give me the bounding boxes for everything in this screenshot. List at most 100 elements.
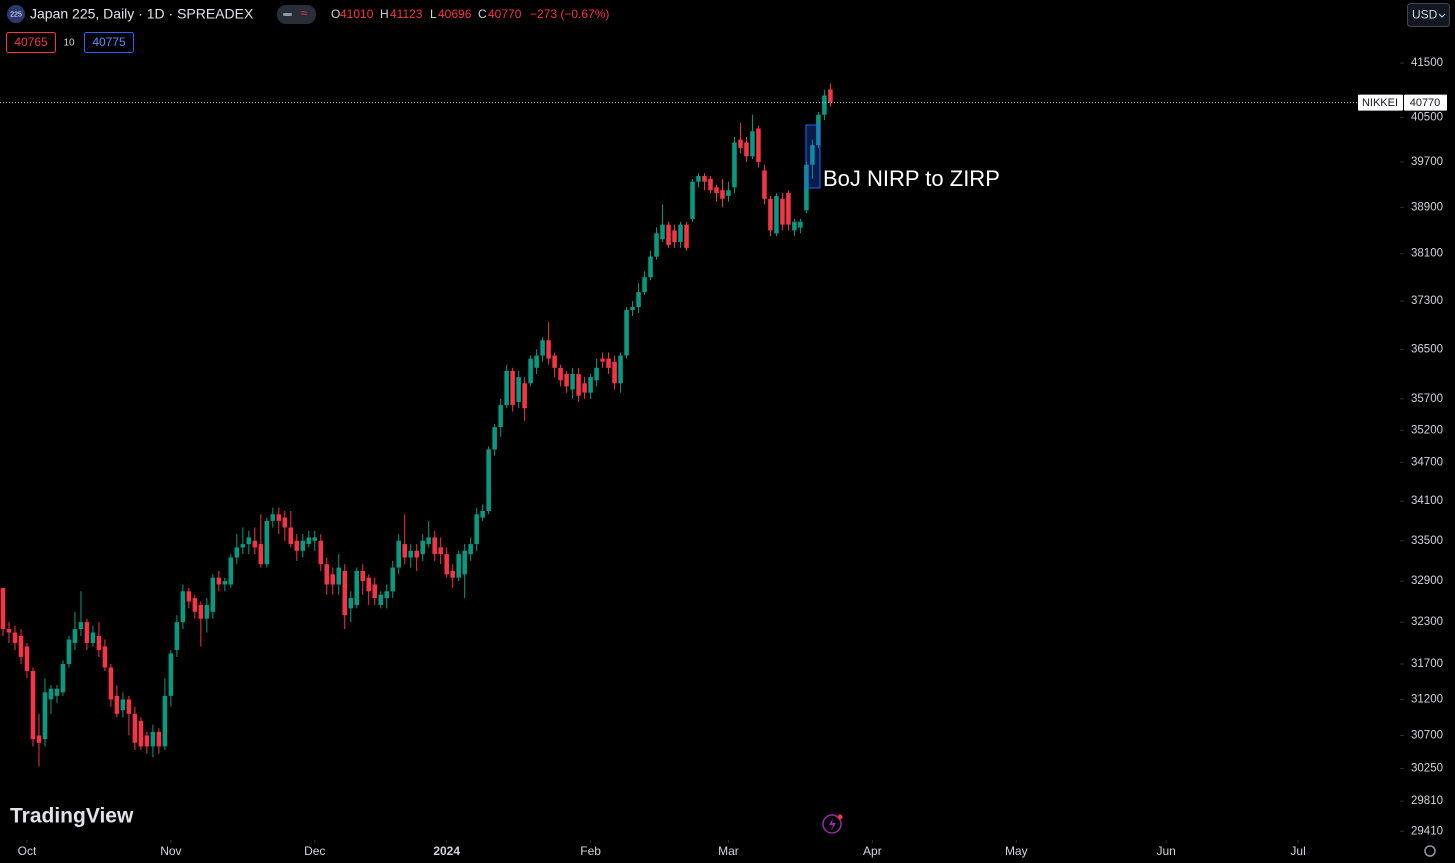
y-tick-label: 31200 — [1411, 693, 1443, 705]
candle-body — [330, 574, 336, 585]
candle-body — [492, 427, 497, 450]
candle-body — [120, 699, 126, 711]
candle-body — [258, 544, 264, 565]
candle-body — [222, 581, 228, 585]
candle-body — [444, 554, 449, 575]
settings-icon[interactable] — [1424, 845, 1436, 857]
candle-body — [780, 198, 785, 225]
x-tick-label: Jun — [1156, 844, 1175, 858]
symbol-icon — [7, 5, 25, 23]
candle-body — [726, 190, 731, 196]
candle-body — [138, 721, 144, 747]
candle-body — [348, 598, 354, 609]
candle-body — [630, 307, 635, 311]
candle-body — [540, 340, 545, 356]
candle-body — [390, 567, 395, 592]
alert-dot — [837, 814, 843, 820]
currency-button[interactable] — [1407, 3, 1450, 27]
candle-body — [624, 310, 629, 356]
x-tick-label: Dec — [304, 844, 325, 858]
candle-body — [174, 622, 180, 650]
candle-body — [708, 178, 713, 191]
candle-body — [306, 537, 312, 545]
symbol-title[interactable]: Japan 225, Daily · 1D · SPREADEX — [30, 6, 254, 22]
y-tick-label: 29410 — [1411, 825, 1443, 837]
open-label: O — [331, 7, 340, 21]
candle-body — [342, 570, 348, 616]
candle-body — [636, 292, 641, 308]
x-tick-label: Nov — [160, 844, 181, 858]
candle-body — [660, 224, 665, 240]
x-tick-label: Oct — [18, 844, 37, 858]
status-wave: ≈ — [301, 6, 308, 20]
candle-body — [516, 377, 521, 402]
candle-body — [768, 198, 773, 231]
candle-body — [312, 537, 318, 541]
candle-body — [240, 544, 246, 548]
candle-body — [150, 731, 156, 747]
sell-button[interactable] — [6, 32, 56, 53]
candle-body — [696, 176, 701, 182]
candle-body — [774, 195, 779, 234]
candle-body — [798, 221, 803, 228]
candle-body — [810, 145, 815, 165]
currency-label: USD — [1412, 8, 1438, 22]
candle-body — [300, 540, 306, 551]
x-tick-label: Feb — [580, 844, 601, 858]
price-line-value: 40770 — [1410, 97, 1441, 109]
candle-body — [720, 190, 725, 199]
candle-body — [732, 142, 737, 188]
candle-body — [90, 632, 96, 643]
x-tick-label: Apr — [863, 844, 882, 858]
alert-icon[interactable] — [822, 814, 842, 834]
y-tick-label: 38100 — [1411, 248, 1443, 260]
price-line-tag — [1358, 94, 1403, 111]
candle-body — [786, 193, 791, 225]
candle-body — [18, 636, 24, 657]
candle-body — [366, 577, 372, 592]
y-tick-label: 40500 — [1411, 111, 1443, 123]
candle-body — [558, 367, 563, 381]
x-tick-label: Mar — [718, 844, 739, 858]
candle-body — [204, 604, 210, 619]
y-tick-label: 32900 — [1411, 575, 1443, 587]
candle-body — [738, 139, 743, 148]
candle-body — [228, 557, 234, 585]
candle-body — [480, 511, 485, 518]
candle-body — [564, 374, 569, 387]
logo[interactable]: TradingView — [10, 805, 134, 828]
candle-body — [828, 89, 833, 103]
low-label: L — [430, 7, 437, 21]
spread: 10 — [63, 38, 75, 49]
candle-body — [816, 114, 821, 146]
candle-body — [6, 629, 12, 633]
candle-body — [84, 622, 90, 643]
price-line-value-tag — [1404, 94, 1447, 111]
candle-body — [48, 688, 54, 700]
candle-body — [294, 540, 300, 551]
candle-body — [522, 383, 527, 409]
candle-body — [678, 224, 683, 243]
candle-body — [498, 405, 503, 428]
candle-body — [684, 224, 689, 248]
candle-body — [0, 587, 6, 630]
candle-body — [528, 358, 533, 384]
y-tick-label: 36500 — [1411, 343, 1443, 355]
candle-body — [570, 374, 575, 390]
close-value: 40770 — [488, 7, 522, 21]
candle-body — [186, 591, 192, 602]
annotation-box — [805, 124, 821, 189]
candle-body — [372, 584, 378, 599]
candle-body — [426, 537, 431, 545]
y-tick-label: 30700 — [1411, 730, 1443, 742]
status-pill[interactable] — [277, 5, 316, 24]
candle-body — [486, 449, 491, 512]
candle-body — [666, 224, 671, 245]
symbol-icon-text: 225 — [10, 11, 22, 18]
buy-button[interactable] — [84, 32, 134, 53]
candle-body — [30, 671, 36, 740]
candle-body — [144, 735, 150, 747]
